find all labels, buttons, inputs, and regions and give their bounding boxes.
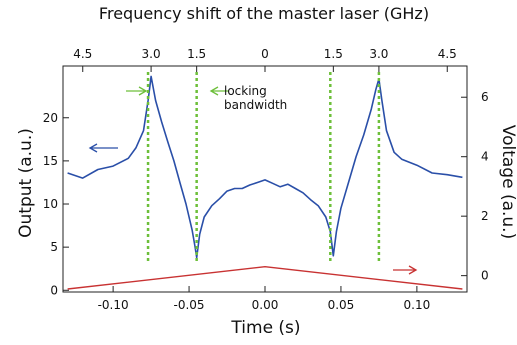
locking-bandwidth-label: locking bandwidth [224,84,287,112]
top-axis: 4.5 3.0 1.5 0 1.5 3.0 4.5 [73,47,457,72]
x-tick-label: 0.10 [404,298,431,312]
top-tick-label: 4.5 [438,47,457,61]
series-line-output [67,75,463,259]
top-tick-label: 1.5 [324,47,343,61]
y-axis-left-title: Output (a.u.) [16,128,36,238]
y2-tick-label: 4 [481,150,489,164]
locking-arrow-right [209,86,229,96]
x-axis-title: Time (s) [230,318,300,338]
x-axis: -0.10 -0.05 0.00 0.05 0.10 [98,286,431,312]
locking-lines [146,72,381,261]
series-line-voltage [67,266,463,290]
top-axis-title: Frequency shift of the master laser (GHz… [99,4,429,23]
y-tick-label: 15 [43,154,58,168]
left-axis-arrow [88,143,118,153]
y2-tick-label: 2 [481,209,489,223]
locking-arrow-left [126,86,148,96]
y2-tick-label: 6 [481,90,489,104]
top-tick-label: 4.5 [73,47,92,61]
top-tick-label: 0 [261,47,269,61]
y-tick-label: 0 [50,283,58,297]
y-axis-left: 0 5 10 15 20 [43,111,69,297]
series-group [67,75,463,290]
top-tick-label: 1.5 [187,47,206,61]
annotation-arrows [88,86,418,275]
y-tick-label: 5 [50,240,58,254]
y-tick-label: 10 [43,197,58,211]
x-tick-label: -0.05 [174,298,205,312]
x-tick-label: -0.10 [98,298,129,312]
x-tick-label: 0.05 [328,298,355,312]
y-axis-right-title: Voltage (a.u.) [498,125,517,239]
x-tick-label: 0.00 [252,298,279,312]
right-axis-arrow [393,265,418,275]
plot-frame [62,65,468,293]
y2-tick-label: 0 [481,269,489,283]
top-tick-label: 3.0 [142,47,161,61]
y-axis-right: 0 2 4 6 [461,90,489,283]
y-tick-label: 20 [43,111,58,125]
top-tick-label: 3.0 [369,47,388,61]
